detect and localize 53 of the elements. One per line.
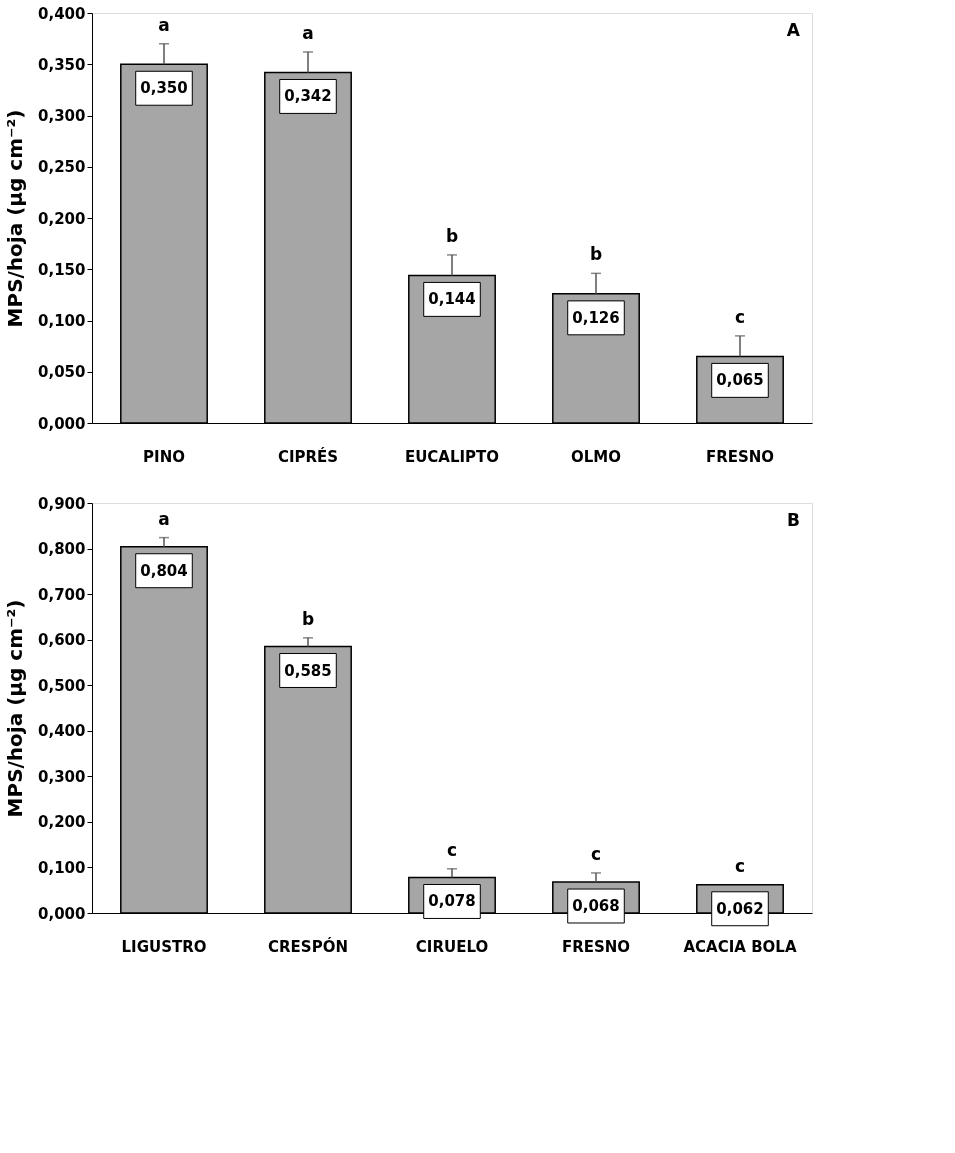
x-tick-label: EUCALIPTO (404, 447, 500, 466)
y-tick-label: 0,800 (38, 540, 86, 559)
y-tick-label: 0,250 (38, 158, 86, 177)
annotation: c (734, 306, 746, 327)
annotation: b (589, 244, 603, 265)
y-tick-label: 0,500 (38, 676, 86, 695)
x-tick-label: FRESNO (561, 937, 631, 956)
y-tick-label: 0,700 (38, 585, 86, 604)
y-tick-label: 0,050 (38, 363, 86, 382)
data-label: 0,585 (284, 661, 332, 680)
y-tick-label: 0,100 (38, 858, 86, 877)
annotation: c (446, 839, 458, 860)
y-tick-label: 0,000 (38, 414, 86, 433)
data-label: 0,144 (428, 290, 476, 309)
y-tick-label: 0,350 (38, 55, 86, 74)
x-tick-label: CRESPÓN (268, 936, 348, 956)
x-tick-label: CIRUELO (415, 937, 489, 956)
y-tick-label: 0,300 (38, 767, 86, 786)
y-axis-title: MPS/hoja (µg cm⁻²) (3, 109, 28, 328)
annotation: a (158, 508, 170, 529)
y-axis-title: MPS/hoja (µg cm⁻²) (3, 599, 28, 818)
annotation: b (301, 608, 315, 629)
x-tick-label: LIGUSTRO (121, 937, 207, 956)
annotation: a (158, 14, 170, 35)
annotation: a (302, 22, 314, 43)
data-label: 0,342 (284, 87, 332, 106)
y-tick-label: 0,000 (38, 904, 86, 923)
y-tick-label: 0,150 (38, 260, 86, 279)
annotation: b (445, 225, 459, 246)
y-tick-label: 0,300 (38, 107, 86, 125)
data-label: 0,062 (716, 899, 764, 918)
y-tick-label: 0,100 (38, 312, 86, 330)
data-label: 0,804 (140, 561, 188, 580)
data-label: 0,126 (572, 308, 620, 327)
x-tick-label: OLMO (571, 447, 621, 466)
y-tick-label: 0,200 (38, 209, 86, 228)
data-label: 0,078 (428, 892, 476, 911)
annotation: A (786, 20, 801, 40)
x-tick-label: FRESNO (705, 447, 775, 466)
y-tick-label: 0,400 (38, 4, 86, 23)
y-tick-label: 0,200 (38, 813, 86, 832)
x-tick-label: PINO (143, 447, 185, 466)
x-tick-label: ACACIA BOLA (683, 937, 797, 956)
data-label: 0,065 (716, 371, 764, 390)
y-tick-label: 0,600 (38, 631, 86, 650)
data-label: 0,068 (572, 897, 620, 916)
y-tick-label: 0,400 (38, 722, 86, 741)
x-tick-label: CIPRÉS (277, 446, 339, 466)
annotation: c (734, 855, 746, 876)
data-label: 0,350 (140, 79, 188, 98)
annotation: B (787, 510, 800, 530)
annotation: c (590, 843, 602, 864)
y-tick-label: 0,900 (38, 494, 86, 513)
